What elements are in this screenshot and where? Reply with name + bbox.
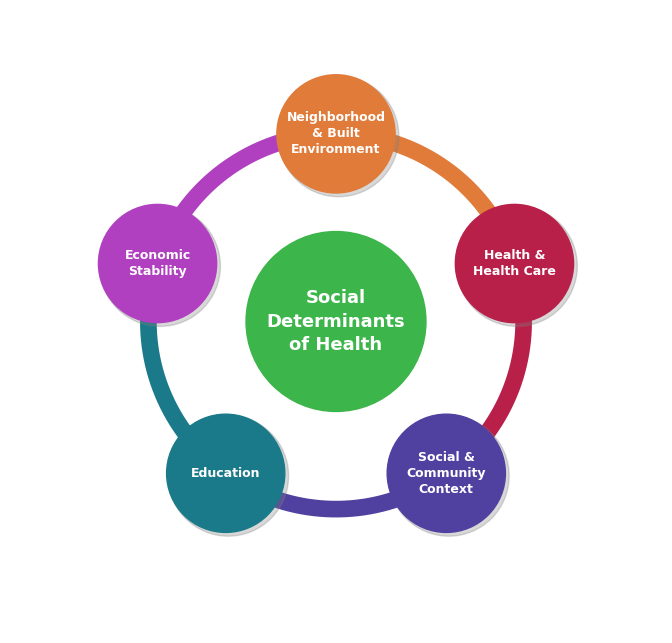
Text: Economic
Stability: Economic Stability — [124, 249, 191, 278]
Text: Health &
Health Care: Health & Health Care — [473, 249, 556, 278]
Circle shape — [246, 231, 426, 412]
Circle shape — [167, 414, 285, 532]
Circle shape — [457, 206, 577, 327]
Circle shape — [388, 415, 509, 536]
Text: Social &
Community
Context: Social & Community Context — [407, 451, 486, 496]
Circle shape — [277, 75, 395, 193]
Circle shape — [278, 76, 399, 197]
Text: Education: Education — [191, 467, 261, 480]
Circle shape — [168, 415, 288, 536]
Circle shape — [456, 204, 574, 323]
Circle shape — [100, 206, 220, 327]
Circle shape — [98, 204, 216, 323]
Text: Neighborhood
& Built
Environment: Neighborhood & Built Environment — [286, 111, 386, 156]
Circle shape — [387, 414, 505, 532]
Text: Social
Determinants
of Health: Social Determinants of Health — [267, 289, 405, 354]
